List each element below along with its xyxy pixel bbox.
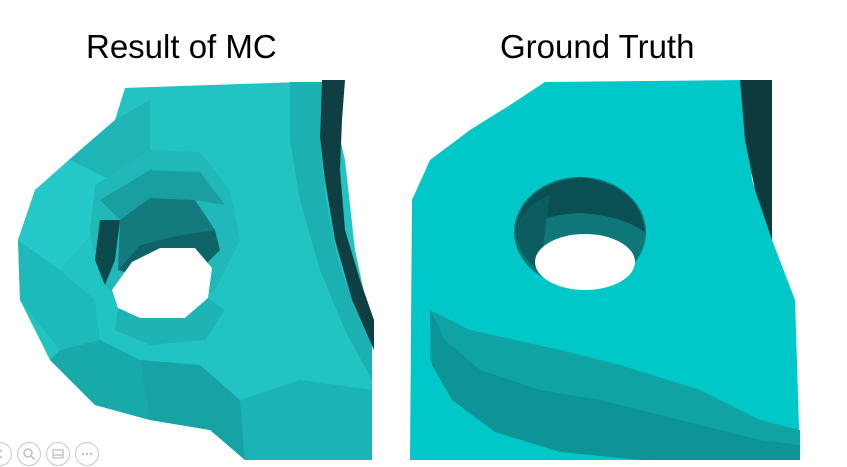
- previous-icon[interactable]: [0, 442, 12, 466]
- result-of-mc-caption: Result of MC: [86, 28, 277, 65]
- slide-view-icon[interactable]: [46, 442, 70, 466]
- ground-truth-mesh: [410, 80, 800, 460]
- zoom-icon[interactable]: [17, 442, 41, 466]
- viewer-toolbar: [0, 441, 99, 467]
- ground-truth-caption: Ground Truth: [500, 28, 695, 65]
- more-options-icon[interactable]: [75, 442, 99, 466]
- mc-mesh: [18, 80, 374, 460]
